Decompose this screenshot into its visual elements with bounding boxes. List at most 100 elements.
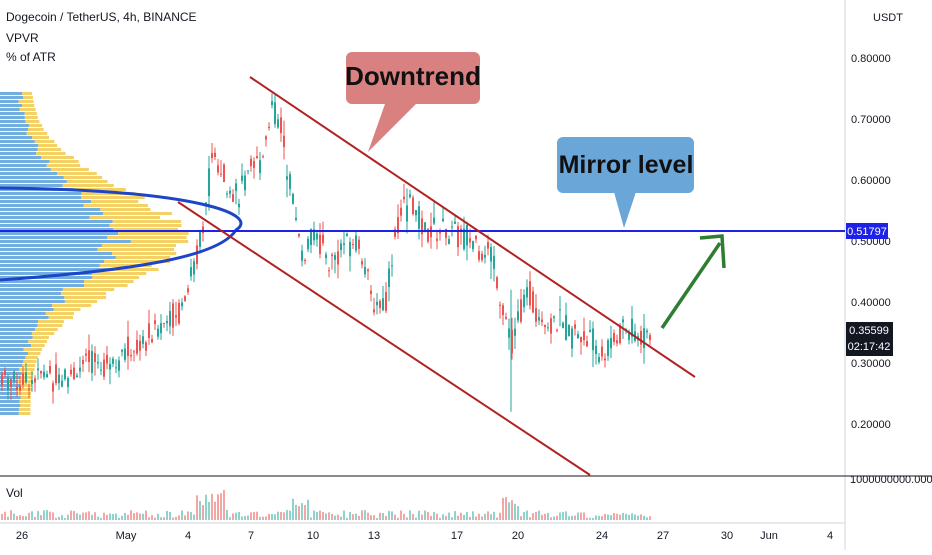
candle-body — [550, 318, 552, 334]
candle-body — [595, 345, 597, 355]
vpvr-bar-down — [38, 320, 64, 323]
volume-bar — [112, 513, 114, 520]
price-tick-label: 0.60000 — [851, 175, 891, 187]
volume-bar — [385, 515, 387, 520]
candle-body — [76, 375, 78, 378]
indicator-atr-label[interactable]: % of ATR — [6, 50, 56, 64]
vpvr-bar-down — [31, 344, 45, 347]
vpvr-bar-down — [25, 356, 38, 359]
volume-bar — [556, 515, 558, 520]
volume-bar — [622, 512, 624, 520]
volume-bar — [631, 513, 633, 520]
volume-bar — [481, 516, 483, 520]
volume-bar — [370, 515, 372, 520]
volume-bar — [136, 512, 138, 520]
volume-bar — [571, 515, 573, 520]
vpvr-bar-down — [21, 372, 34, 375]
vpvr-bar-down — [20, 396, 31, 399]
candle-body — [436, 238, 438, 241]
time-tick-label: 10 — [307, 530, 319, 542]
candle-body — [370, 290, 372, 295]
volume-bar — [241, 516, 243, 520]
candle-body — [427, 228, 429, 242]
symbol-title[interactable]: Dogecoin / TetherUS, 4h, BINANCE — [6, 10, 197, 24]
candle-body — [331, 254, 333, 257]
candle-body — [25, 372, 27, 383]
vpvr-bar-up — [0, 280, 85, 283]
vpvr-bar-down — [23, 96, 33, 99]
vpvr-bar-down — [49, 160, 79, 163]
vpvr-bar-down — [35, 328, 58, 331]
volume-bar — [316, 511, 318, 520]
candle-body — [262, 156, 264, 158]
vpvr-bar-up — [0, 216, 90, 219]
candle-body — [472, 240, 474, 250]
volume-bar — [91, 514, 93, 520]
volume-bar — [610, 515, 612, 520]
candle-body — [478, 251, 480, 260]
vpvr-bar-down — [18, 408, 31, 411]
candle-body — [163, 322, 165, 324]
candle-body — [64, 369, 66, 380]
volume-bar — [346, 517, 348, 520]
volume-bar — [292, 498, 294, 520]
candle-body — [304, 260, 306, 262]
vpvr-bar-down — [64, 300, 98, 303]
candle-body — [151, 339, 153, 343]
vpvr-bar-down — [112, 220, 182, 223]
candle-body — [505, 316, 507, 319]
candle-body — [346, 233, 348, 236]
time-tick-label: 4 — [185, 530, 191, 542]
indicator-vpvr-label[interactable]: VPVR — [6, 31, 39, 45]
volume-bar — [175, 516, 177, 520]
volume-bar — [550, 517, 552, 520]
price-tick-label: 0.70000 — [851, 114, 891, 126]
vpvr-bar-up — [0, 364, 23, 367]
candle-body — [367, 269, 369, 272]
vpvr-bar-down — [115, 256, 171, 259]
candle-body — [13, 371, 15, 381]
vpvr-bar-down — [19, 400, 31, 403]
candle-body — [256, 156, 258, 159]
vpvr-bar-up — [0, 160, 50, 163]
candle-body — [52, 383, 54, 392]
candle-body — [574, 324, 576, 329]
vpvr-bar-up — [0, 232, 119, 235]
volume-bar — [625, 513, 627, 520]
volume-bar — [505, 497, 507, 520]
vpvr-bar-down — [25, 120, 40, 123]
candle-body — [34, 378, 36, 383]
price-tick-label: 0.20000 — [851, 419, 891, 431]
vpvr-bar-down — [18, 412, 31, 415]
volume-bar — [121, 515, 123, 520]
volume-bar — [253, 511, 255, 520]
volume-bar — [133, 513, 135, 520]
volume-bar — [157, 513, 159, 520]
mirror-level-callout[interactable]: Mirror level — [557, 137, 694, 228]
volume-bar — [277, 511, 279, 520]
volume-bar — [637, 515, 639, 520]
vpvr-bar-up — [0, 300, 65, 303]
candle-body — [130, 354, 132, 357]
vpvr-bar-down — [112, 252, 177, 255]
candle-body — [415, 210, 417, 216]
candle-body — [19, 385, 21, 391]
candle-body — [613, 333, 615, 343]
candle-body — [7, 377, 9, 390]
candle-body — [520, 299, 522, 322]
volume-bar — [433, 512, 435, 520]
candle-body — [493, 255, 495, 270]
downtrend-callout[interactable]: Downtrend — [345, 52, 481, 152]
candle-body — [466, 225, 468, 246]
volume-bar — [583, 512, 585, 520]
volume-bar — [283, 512, 285, 520]
candle-body — [106, 354, 108, 364]
volume-bar — [646, 517, 648, 520]
candle-body — [124, 348, 126, 360]
volume-bar — [22, 516, 24, 520]
vpvr-bar-down — [83, 204, 148, 207]
volume-bar — [181, 510, 183, 520]
volume-bar — [475, 516, 477, 520]
candle-body — [445, 229, 447, 238]
